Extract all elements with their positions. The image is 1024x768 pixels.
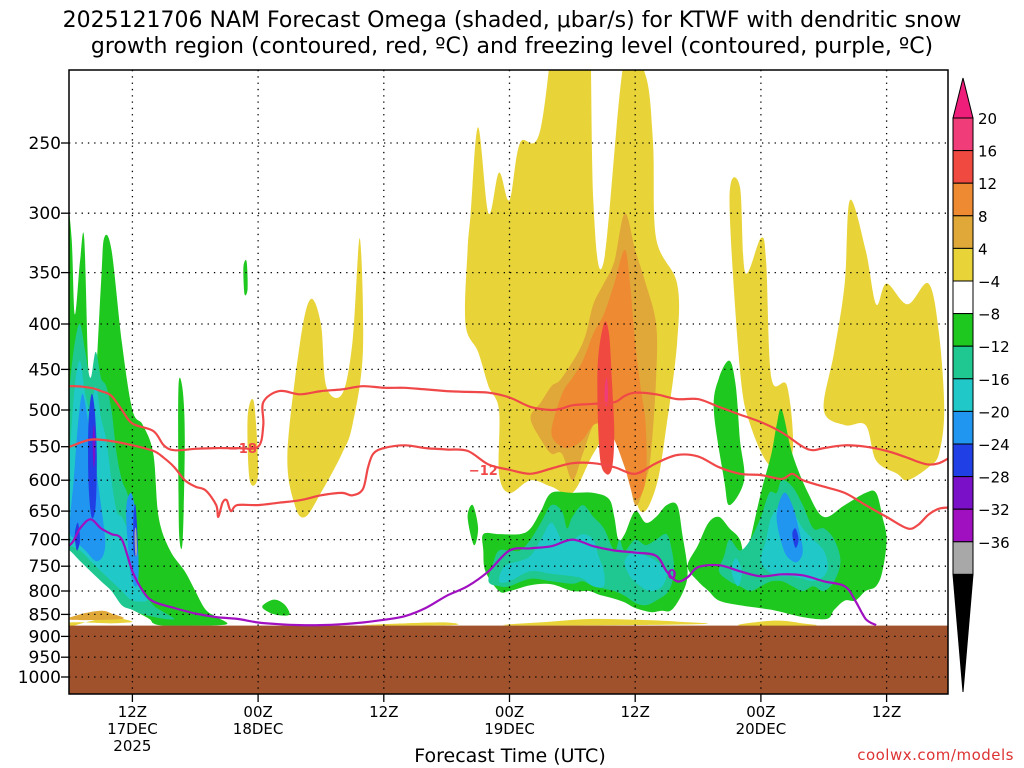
xtick-label-42-1: 19DEC [484,720,535,738]
omega-shade-4-8 [361,622,459,626]
colorbar-label-9: −20 [978,403,1010,421]
plot-frame [68,69,949,695]
colorbar-swatch-10 [952,443,974,478]
omega-shade--4-17 [178,377,185,550]
ytick-label-850: 850 [29,605,61,625]
colorbar-label-12: −32 [978,501,1010,519]
xtick-label-18-1: 18DEC [233,720,284,738]
contour-label-1: −12 [469,464,498,479]
omega-shade--24-39 [92,424,96,468]
colorbar-swatch-9 [952,410,974,445]
colorbar-swatch-12 [952,508,974,543]
chart-title: 2025121706 NAM Forecast Omega (shaded, μ… [62,8,962,59]
xtick-label-66-1: 20DEC [736,720,787,738]
ytick-label-900: 900 [29,627,61,647]
xtick-label-6-1: 17DEC [107,720,158,738]
contour-0 [69,385,948,466]
colorbar-label-10: −24 [978,436,1010,454]
colorbar-top-arrow [952,77,974,119]
omega-shade-8-12 [69,610,124,621]
omega-shade-4-10 [737,620,817,626]
colorbar-label-5: −4 [978,273,1000,291]
colorbar-swatch-8 [952,378,974,412]
colorbar-label-3: 8 [978,208,988,226]
ytick-label-800: 800 [29,582,61,602]
contour-2 [69,518,877,627]
colorbar-label-11: −28 [978,469,1010,487]
omega-shade--20-35 [88,393,97,519]
colorbar-swatch-13 [952,541,974,575]
omega-shade-4-9 [503,618,709,626]
omega-shade-4-0 [69,618,133,628]
colorbar-label-13: −36 [978,534,1010,552]
colorbar-swatch-7 [952,345,974,380]
ytick-label-450: 450 [29,360,61,380]
colorbar-label-2: 12 [978,175,997,193]
omega-shade--4-18 [243,259,248,296]
colorbar-bottom-arrow [952,573,974,693]
ytick-label-650: 650 [29,502,61,522]
ytick-label-550: 550 [29,438,61,458]
colorbar-swatch-0 [952,117,974,152]
colorbar-swatch-5 [952,280,974,315]
colorbar-swatch-4 [952,247,974,282]
xtick-label-42-0: 00Z [495,703,524,721]
colorbar-label-6: −8 [978,306,1000,324]
omega-shade-4-4 [287,238,364,518]
ytick-label-250: 250 [29,134,61,154]
omega-shade--16-32 [69,393,106,562]
colorbar-label-1: 16 [978,143,997,161]
ytick-label-600: 600 [29,471,61,491]
colorbar-swatch-3 [952,215,974,249]
xtick-label-78-0: 12Z [872,703,901,721]
omega-shade--12-28 [498,522,605,588]
ytick-label-1000: 1000 [18,668,61,688]
xtick-label-54-0: 12Z [621,703,650,721]
colorbar-label-7: −12 [978,338,1010,356]
ytick-label-500: 500 [29,401,61,421]
colorbar-label-4: 4 [978,240,988,258]
ground-surface [69,625,948,694]
omega-shade--4-22 [713,360,745,506]
ytick-label-700: 700 [29,531,61,551]
omega-shade-4-7 [823,199,945,481]
ytick-label-950: 950 [29,648,61,668]
colorbar-label-0: 20 [978,110,997,128]
colorbar-swatch-1 [952,150,974,184]
x-axis-label: Forecast Time (UTC) [414,745,606,767]
credit-link[interactable]: coolwx.com/models [857,746,1014,764]
ytick-label-400: 400 [29,315,61,335]
omega-shade-20-15 [604,377,608,407]
omega-shade--4-19 [262,599,290,616]
omega-shade-4-1 [6,338,18,456]
omega-shade--12-31 [731,558,743,587]
omega-shade--32-40 [134,527,138,557]
omega-shade--4-20 [467,504,479,546]
omega-shade--20-38 [792,528,799,548]
omega-shade-4-3 [247,398,259,486]
colorbar-swatch-11 [952,476,974,510]
ytick-label-750: 750 [29,557,61,577]
contour-1 [69,438,948,530]
colorbar-swatch-2 [952,182,974,217]
ytick-label-350: 350 [29,264,61,284]
contour-label-2: 0 [667,568,676,583]
colorbar-swatch-6 [952,313,974,347]
xtick-label-30-0: 12Z [369,703,398,721]
xtick-label-6-2: 2025 [113,737,151,755]
xtick-label-6-0: 12Z [118,703,147,721]
colorbar-label-8: −16 [978,371,1010,389]
contour-label-0: −18 [228,442,257,457]
xtick-label-18-0: 00Z [243,703,272,721]
ytick-label-300: 300 [29,204,61,224]
xtick-label-66-0: 00Z [746,703,775,721]
